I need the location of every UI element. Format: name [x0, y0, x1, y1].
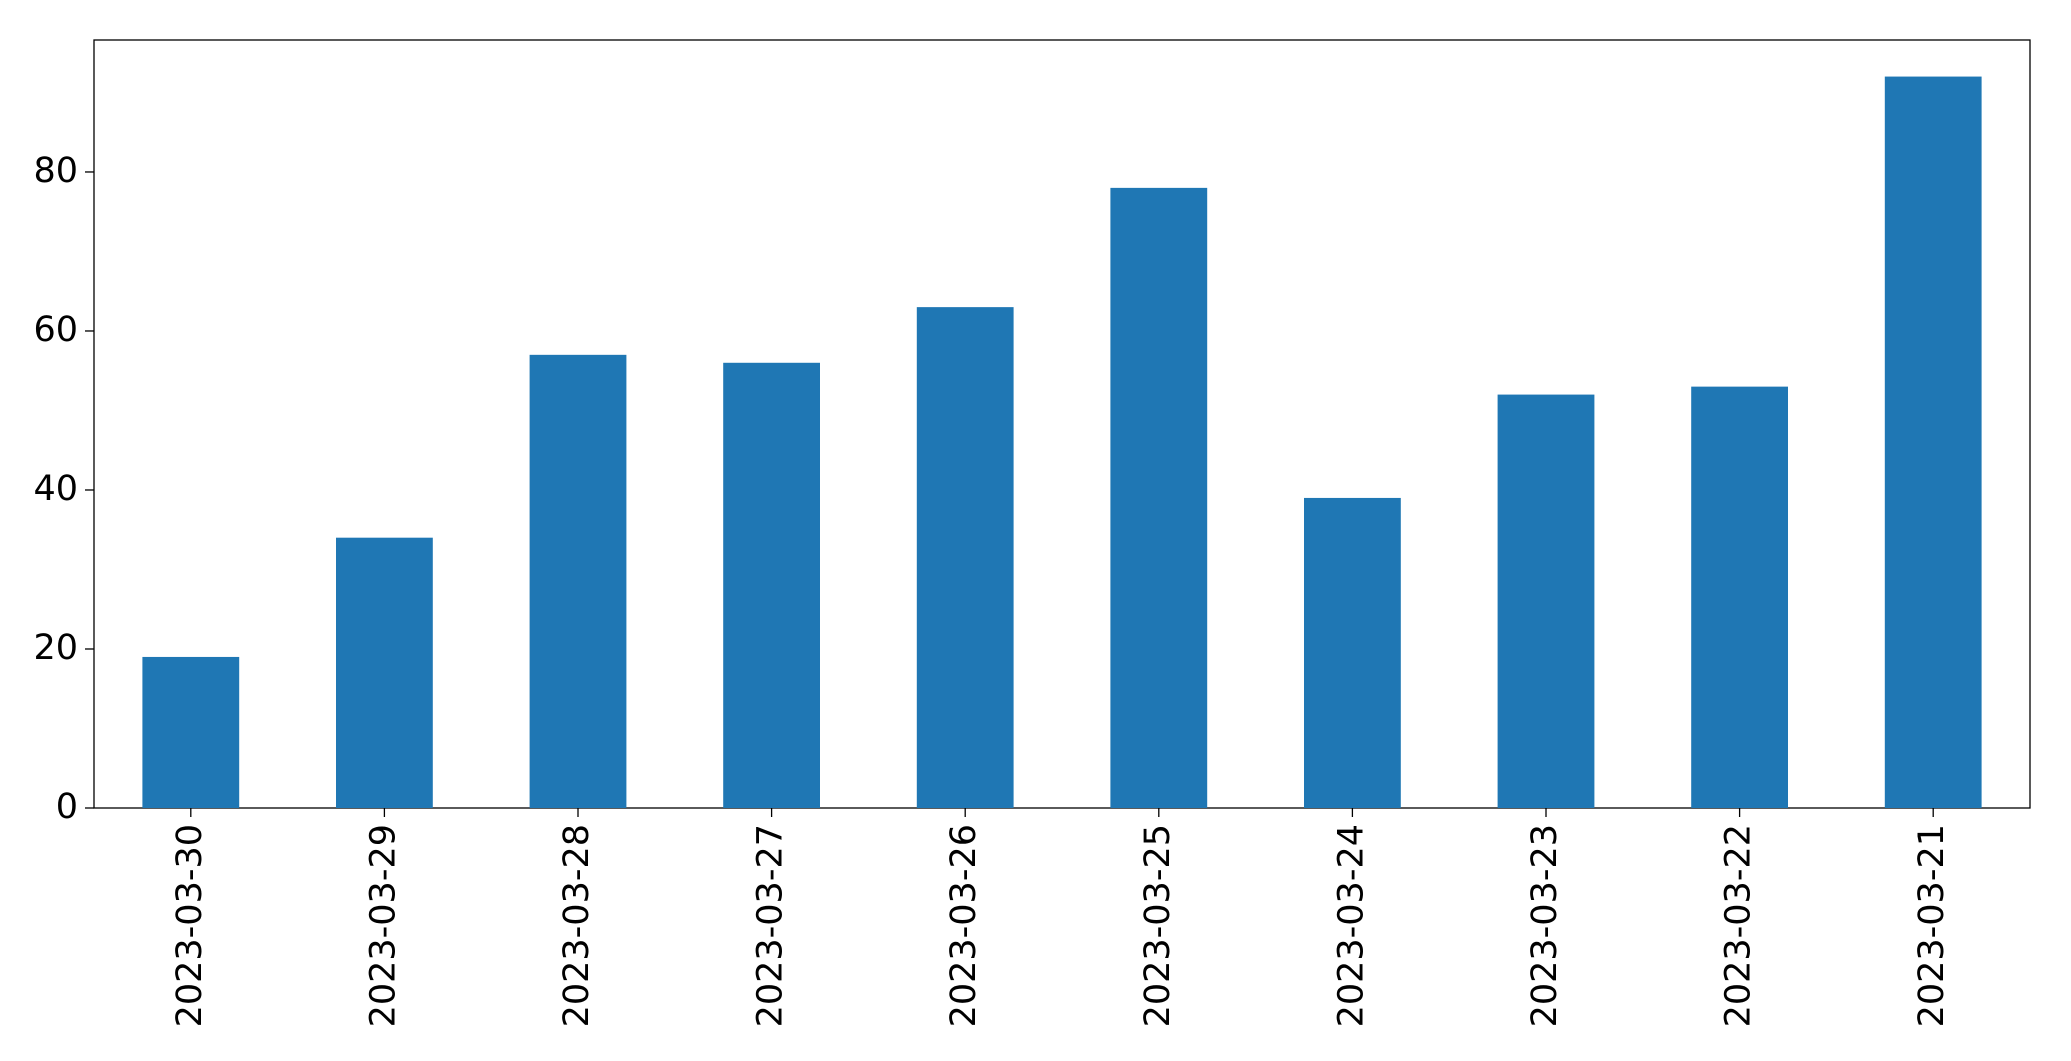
bar: [1884, 76, 1982, 809]
x-tick-label: 2023-03-30: [170, 824, 210, 1027]
y-tick-label: 0: [56, 787, 78, 827]
y-tick-label: 20: [33, 628, 78, 668]
plot-frame: [93, 39, 2031, 809]
bar: [916, 307, 1014, 808]
x-tick-label: 2023-03-26: [944, 824, 984, 1027]
bar: [1304, 497, 1401, 808]
bar: [1497, 394, 1595, 808]
y-tick-label: 80: [33, 151, 78, 191]
y-tick-label: 60: [33, 310, 78, 350]
bar: [1110, 187, 1208, 808]
x-tick-label: 2023-03-29: [363, 824, 403, 1027]
bar: [1691, 386, 1788, 808]
x-tick-label: 2023-03-23: [1525, 824, 1565, 1027]
x-tick-label: 2023-03-22: [1719, 824, 1759, 1027]
bar: [723, 362, 820, 808]
x-tick-label: 2023-03-27: [751, 824, 791, 1027]
x-tick-label: 2023-03-24: [1331, 824, 1371, 1027]
x-tick-label: 2023-03-21: [1912, 824, 1952, 1027]
y-tick-label: 40: [33, 469, 78, 509]
x-tick-label: 2023-03-25: [1138, 824, 1178, 1027]
bar: [336, 537, 433, 808]
bar: [142, 656, 240, 808]
bar: [529, 354, 627, 808]
x-tick-label: 2023-03-28: [557, 824, 597, 1027]
